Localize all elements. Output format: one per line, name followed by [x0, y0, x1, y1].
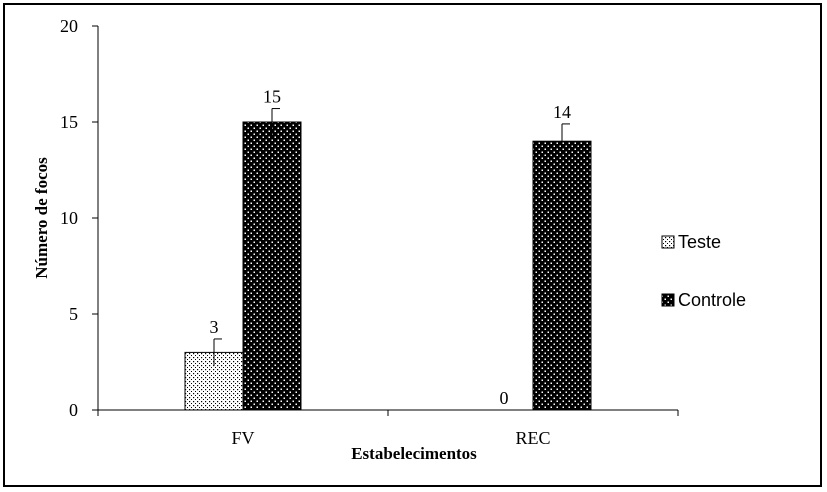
- legend: Teste Controle: [661, 232, 746, 310]
- y-tick-label: 5: [69, 304, 78, 324]
- x-ticks: FV REC: [97, 410, 679, 448]
- data-label: 14: [553, 102, 571, 122]
- legend-swatch-teste: [661, 235, 675, 249]
- y-tick-label: 10: [60, 208, 78, 228]
- y-tick-label: 15: [60, 112, 78, 132]
- data-label: 15: [263, 87, 281, 107]
- data-label: 0: [500, 388, 509, 408]
- y-axis-title: Número de focos: [32, 157, 51, 279]
- bar-controle-rec: [532, 140, 592, 411]
- data-label: 3: [210, 317, 219, 337]
- chart-frame: [3, 3, 822, 487]
- legend-swatch-controle: [661, 293, 675, 307]
- x-tick-label: FV: [231, 428, 254, 448]
- legend-label-controle: Controle: [678, 290, 746, 310]
- y-ticks: 0 5 10 15 20: [60, 16, 98, 420]
- data-labels: 3 0 15 14: [210, 87, 572, 408]
- bars: [184, 108, 592, 411]
- y-tick-label: 20: [60, 16, 78, 36]
- x-axis-title: Estabelecimentos: [351, 444, 477, 463]
- x-tick-label: REC: [515, 428, 550, 448]
- y-tick-label: 0: [69, 400, 78, 420]
- legend-label-teste: Teste: [678, 232, 721, 252]
- bar-controle-fv: [242, 121, 302, 411]
